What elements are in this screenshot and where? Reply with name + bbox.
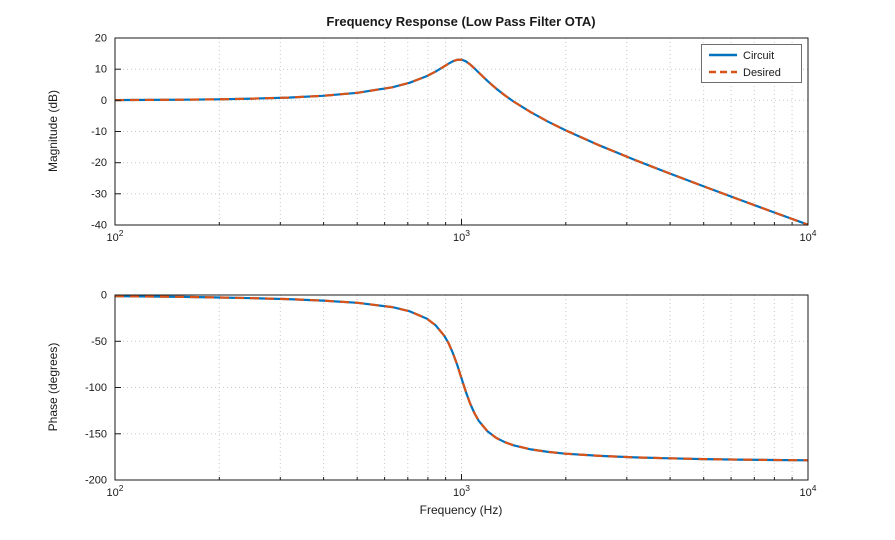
- magnitude-subplot: 102 103 104 20 10 0 -10 -20 -30 -40: [91, 33, 817, 245]
- x-tick-label: 103: [453, 483, 470, 499]
- y-tick-label: -30: [91, 188, 107, 200]
- phase-subplot: 102 103 104 0 -50 -100 -150 -200: [85, 290, 817, 500]
- y-tick-label: 0: [101, 95, 107, 107]
- y-tick-label: 0: [101, 290, 107, 302]
- y-tick-label: -10: [91, 126, 107, 138]
- x-tick-label: 104: [800, 483, 817, 499]
- legend-label-desired: Desired: [743, 67, 781, 79]
- y-tick-label: -150: [85, 428, 107, 440]
- y-tick-label: -20: [91, 157, 107, 169]
- y-tick-label: -200: [85, 475, 107, 487]
- x-axis-label: Frequency (Hz): [420, 503, 503, 517]
- x-tick-label: 104: [800, 228, 817, 244]
- chart-title: Frequency Response (Low Pass Filter OTA): [326, 14, 595, 29]
- y-tick-label: 10: [95, 64, 107, 76]
- x-tick-label: 103: [453, 228, 470, 244]
- x-tick-label: 102: [107, 483, 124, 499]
- y-tick-label: -50: [91, 336, 107, 348]
- phase-ylabel: Phase (degrees): [46, 343, 60, 432]
- legend: Circuit Desired: [701, 44, 802, 83]
- magnitude-ylabel: Magnitude (dB): [46, 90, 60, 172]
- series-desired-curve: [114, 295, 809, 462]
- y-tick-label: -40: [91, 220, 107, 232]
- y-tick-label: 20: [95, 33, 107, 45]
- series-desired-curve: [114, 58, 809, 226]
- y-tick-label: -100: [85, 382, 107, 394]
- legend-label-circuit: Circuit: [743, 50, 774, 62]
- x-tick-label: 102: [107, 228, 124, 244]
- legend-frame: [701, 44, 802, 83]
